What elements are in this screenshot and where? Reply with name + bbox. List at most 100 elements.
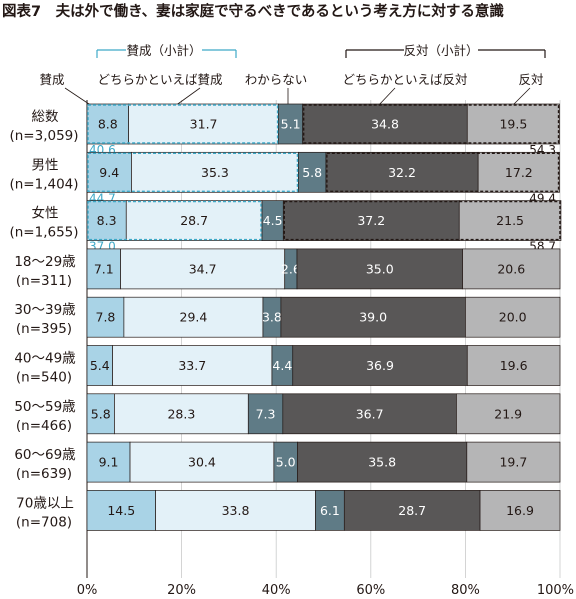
bar-value-label: 31.7 [190,117,218,132]
bar-value-label: 28.7 [180,213,208,228]
bar-segment [292,345,468,386]
x-tick-label: 20% [167,583,196,598]
bar-value-label: 20.6 [497,261,525,276]
bar-segment [86,151,132,193]
category-n-label: (n=466) [16,418,72,434]
bar-value-label: 30.4 [188,455,216,470]
bar-segment [466,103,560,145]
disagree-subtotal-box [283,200,561,241]
legend-leader-line [511,87,531,107]
bar-segment [247,393,284,435]
bar-segment [298,151,327,193]
bar-value-label: 16.9 [506,503,534,518]
category-label: 30〜39歳 [14,302,76,318]
category-label: 40〜49歳 [14,351,76,367]
bar-value-label: 21.5 [496,213,524,228]
bar-segment [86,103,129,145]
agree-subtotal-box [87,104,279,144]
category-label: 男性 [32,157,59,173]
bar-value-label: 4.4 [272,358,292,373]
bar-segment [466,345,561,386]
bar-value-label: 21.9 [494,406,522,421]
bar-segment [466,441,561,483]
category-label: 女性 [32,205,59,222]
bar-segment [86,490,156,531]
category-label: 60〜69歳 [14,447,76,463]
bar-segment [112,345,273,386]
bar-segment [343,490,481,531]
legend-entry: どちらかといえば賛成 [97,72,222,87]
category-label: 18〜29歳 [14,254,76,270]
bar-value-label: 32.2 [388,165,416,180]
agree-subtotal-box [87,200,262,241]
category-n-label: (n=639) [16,466,72,482]
bar-segment [86,200,127,241]
bar-segment [86,248,121,290]
disagree-group-label: 反対（小計） [403,43,478,58]
bar-segment [282,200,460,241]
bar-value-label: 33.7 [178,358,206,373]
agree-subtotal-box [87,152,299,193]
bar-value-label: 2.6 [281,261,301,276]
bar-segment [86,441,131,483]
bar-value-label: 34.8 [371,117,399,132]
bar-value-label: 9.1 [99,455,119,470]
bar-segment [123,296,264,338]
category-n-label: (n=1,404) [9,176,78,192]
x-tick-label: 100% [537,583,574,598]
bar-value-label: 35.8 [368,455,396,470]
bar-segment [86,393,115,435]
legend-entry: 賛成 [39,72,64,87]
category-n-label: (n=311) [16,273,72,289]
bar-segment [315,490,345,531]
bar-value-label: 35.0 [366,261,394,276]
bar-segment [297,441,468,483]
bar-value-label: 3.8 [262,310,282,325]
bar-value-label: 7.1 [94,261,114,276]
bar-value-label: 17.2 [505,165,533,180]
bar-segment [125,200,263,241]
bar-value-label: 7.3 [256,406,276,421]
category-n-label: (n=708) [16,514,72,530]
bar-segment [479,490,561,531]
bar-segment [325,151,479,193]
legend-leader-line [174,87,201,107]
category-n-label: (n=1,655) [9,225,78,241]
bar-value-label: 19.7 [499,455,527,470]
bar-value-label: 20.0 [499,310,527,325]
disagree-subtotal-box [302,104,560,144]
bar-value-label: 5.8 [302,165,322,180]
bar-value-label: 5.8 [91,406,111,421]
agree-group-label: 賛成（小計） [126,43,201,58]
disagree-subtotal-box [326,152,560,193]
bar-segment [86,345,113,386]
legend-entry: どちらかといえば反対 [342,72,467,87]
bar-value-label: 34.7 [189,261,217,276]
x-tick-label: 40% [262,583,291,598]
bar-value-label: 28.7 [398,503,426,518]
bar-segment [155,490,316,531]
bar-value-label: 36.7 [356,406,384,421]
bar-value-label: 8.3 [97,213,117,228]
bar-segment [465,296,561,338]
bar-value-label: 5.0 [276,455,296,470]
bar-value-label: 28.3 [167,406,195,421]
category-label: 総数 [32,109,59,125]
bar-value-label: 8.8 [98,117,118,132]
bar-value-label: 14.5 [107,503,135,518]
bar-segment [302,103,468,145]
legend-entry: わからない [245,72,308,87]
bar-value-label: 9.4 [99,165,119,180]
category-n-label: (n=540) [16,370,72,386]
x-tick-label: 0% [77,583,98,598]
chart-title: 図表7 夫は外で働き、妻は家庭で守るべきであるという考え方に対する意識 [2,2,504,20]
bar-value-label: 37.2 [357,213,385,228]
category-label: 50〜59歳 [14,399,76,415]
legend-entry: 反対 [518,72,543,87]
bar-value-label: 36.9 [366,358,394,373]
x-tick-label: 80% [451,583,480,598]
bar-segment [462,248,561,290]
x-tick-label: 60% [356,583,385,598]
bar-segment [296,248,463,290]
